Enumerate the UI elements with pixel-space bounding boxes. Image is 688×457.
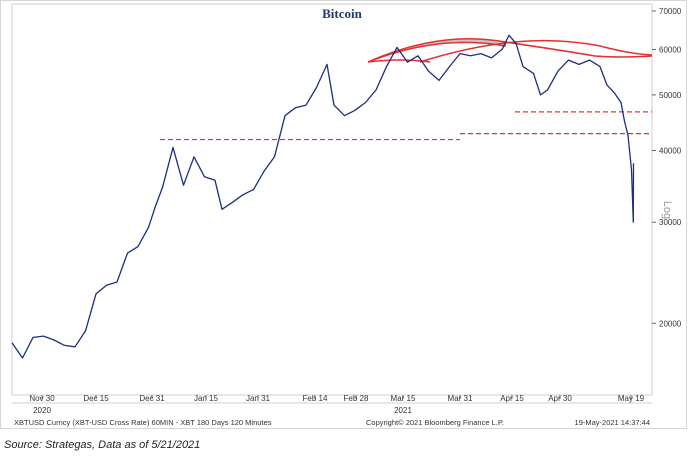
footer-right: 19-May-2021 14:37:44: [575, 418, 650, 427]
y-axis: 70000 60000 50000 40000 30000 20000: [652, 7, 682, 328]
x-tick-label: Mar 31: [448, 394, 473, 403]
support-resistance-lines: [160, 111, 652, 141]
x-year-label: 2021: [394, 406, 412, 415]
plot-area: [11, 3, 653, 396]
y-tick-label: 40000: [659, 147, 682, 156]
x-tick-label: Mar 15: [391, 394, 416, 403]
footer-left: XBTUSD Curncy (XBT-USD Cross Rate) 60MIN…: [14, 418, 272, 427]
x-tick-label: Apr 30: [548, 394, 572, 403]
x-axis: Nov 30 2020 Dec 15 Dec 31 Jan 15 Jan 31 Feb 14…: [29, 394, 644, 415]
y-tick-label: 50000: [659, 91, 682, 100]
footer-center: Copyright© 2021 Bloomberg Finance L.P.: [366, 418, 504, 427]
arc-base: [367, 59, 431, 63]
x-year-label: 2020: [33, 406, 51, 415]
x-tick-label: Dec 31: [139, 394, 165, 403]
inner-arc: [504, 41, 653, 58]
outer-arc: [419, 39, 653, 63]
log-scale-label: Log: [661, 201, 673, 219]
y-tick-label: 60000: [659, 45, 682, 54]
price-series: [11, 34, 635, 359]
x-tick-label: Feb 14: [303, 394, 328, 403]
chart-title: Bitcoin: [322, 6, 362, 21]
x-tick-label: Jan 15: [194, 394, 219, 403]
source-note: Source: Strategas, Data as of 5/21/2021: [4, 439, 200, 451]
x-tick-label: Feb 28: [344, 394, 369, 403]
x-tick-label: Nov 30: [29, 394, 55, 403]
y-tick-label: 30000: [659, 218, 682, 227]
x-tick-label: May 19: [618, 394, 645, 403]
x-tick-label: Apr 15: [500, 394, 524, 403]
bitcoin-price-line: [11, 34, 635, 359]
x-tick-label: Dec 15: [83, 394, 109, 403]
y-tick-label: 70000: [659, 7, 682, 16]
y-tick-label: 20000: [659, 319, 682, 328]
x-tick-label: Jan 31: [246, 394, 271, 403]
